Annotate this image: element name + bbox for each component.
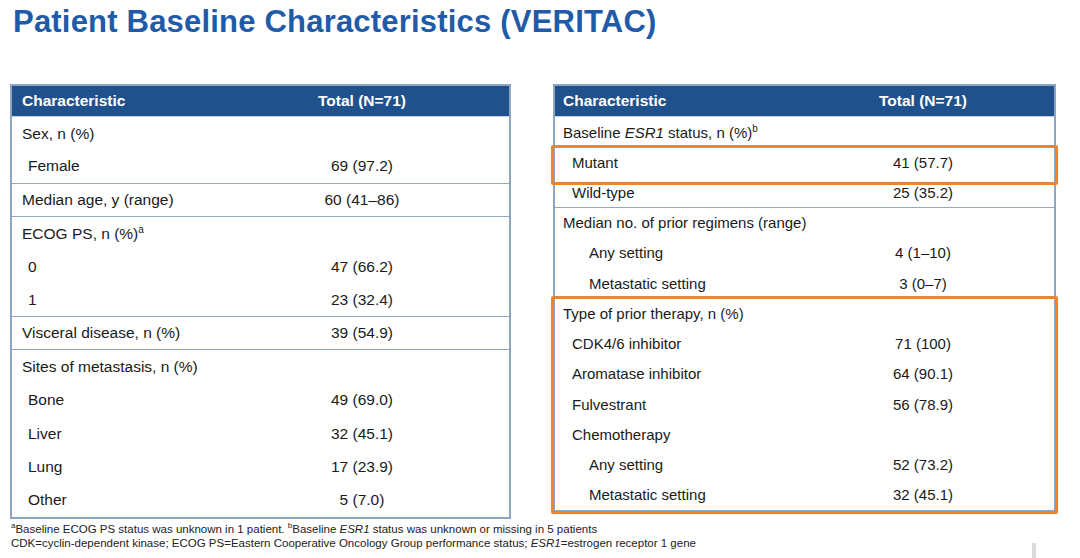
row-label: Chemotherapy <box>555 426 798 443</box>
baseline-table-left: Characteristic Total (N=71) Sex, n (%) F… <box>10 84 511 519</box>
gene-name: ESR1 <box>531 537 561 549</box>
column-header-total: Total (N=71) <box>798 92 1048 110</box>
row-label: Any setting <box>555 244 798 261</box>
row-label: CDK4/6 inhibitor <box>555 335 798 352</box>
row-value: 5 (7.0) <box>237 491 487 509</box>
table-row: Any setting 52 (73.2) <box>555 449 1054 479</box>
table-row: Visceral disease, n (%) 39 (54.9) <box>12 317 509 350</box>
row-value: 17 (23.9) <box>237 458 487 476</box>
row-value: 71 (100) <box>798 335 1048 352</box>
column-header-characteristic: Characteristic <box>12 92 237 110</box>
row-label: Visceral disease, n (%) <box>12 324 237 342</box>
row-label: Liver <box>12 425 237 443</box>
column-header-total: Total (N=71) <box>237 92 487 110</box>
table-header: Characteristic Total (N=71) <box>555 86 1054 117</box>
row-value: 47 (66.2) <box>237 258 487 276</box>
table-row: Sites of metastasis, n (%) <box>12 350 509 383</box>
baseline-table-right: Characteristic Total (N=71) Baseline ESR… <box>553 84 1056 512</box>
row-label: Sites of metastasis, n (%) <box>12 358 237 376</box>
table-row: Median no. of prior regimens (range) <box>555 208 1054 238</box>
table-row: Median age, y (range) 60 (41–86) <box>12 184 509 217</box>
row-label: Type of prior therapy, n (%) <box>555 305 798 322</box>
table-row: Type of prior therapy, n (%) <box>555 298 1054 328</box>
table-row: Mutant 41 (57.7) <box>555 147 1054 177</box>
table-header: Characteristic Total (N=71) <box>12 86 509 117</box>
row-value: 23 (32.4) <box>237 291 487 309</box>
row-value: 56 (78.9) <box>798 396 1048 413</box>
table-row: Wild-type 25 (35.2) <box>555 177 1054 207</box>
row-label: Fulvestrant <box>555 396 798 413</box>
row-label: Female <box>12 157 237 175</box>
row-label: Mutant <box>555 154 798 171</box>
table-row: ECOG PS, n (%)a <box>12 217 509 250</box>
footnote-2: CDK=cyclin-dependent kinase; ECOG PS=Eas… <box>11 536 696 550</box>
table-row: 1 23 (32.4) <box>12 284 509 317</box>
row-value: 52 (73.2) <box>798 456 1048 473</box>
row-label: 1 <box>12 291 237 309</box>
table-row: Other 5 (7.0) <box>12 484 509 517</box>
row-label: Metastatic setting <box>555 486 798 503</box>
table-row: CDK4/6 inhibitor 71 (100) <box>555 329 1054 359</box>
table-row: Bone 49 (69.0) <box>12 384 509 417</box>
row-label: Median no. of prior regimens (range) <box>555 214 806 231</box>
row-value: 32 (45.1) <box>798 486 1048 503</box>
row-value: 25 (35.2) <box>798 184 1048 201</box>
gene-name: ESR1 <box>340 523 370 535</box>
table-row: Sex, n (%) <box>12 117 509 150</box>
table-row: Lung 17 (23.9) <box>12 450 509 483</box>
row-label: Metastatic setting <box>555 275 798 292</box>
table-row: Liver 32 (45.1) <box>12 417 509 450</box>
scrollbar-fragment <box>1032 543 1036 558</box>
footnote-1: aBaseline ECOG PS status was unknown in … <box>11 522 597 536</box>
row-value: 39 (54.9) <box>237 324 487 342</box>
footnote-marker: b <box>752 123 758 134</box>
gene-name: ESR1 <box>625 124 664 141</box>
table-row: Female 69 (97.2) <box>12 150 509 183</box>
row-value: 41 (57.7) <box>798 154 1048 171</box>
row-label: Wild-type <box>555 184 798 201</box>
row-value: 32 (45.1) <box>237 425 487 443</box>
table-row: Aromatase inhibitor 64 (90.1) <box>555 359 1054 389</box>
row-value: 4 (1–10) <box>798 244 1048 261</box>
row-label: ECOG PS, n (%)a <box>12 225 237 243</box>
table-row: Any setting 4 (1–10) <box>555 238 1054 268</box>
table-row: 0 47 (66.2) <box>12 250 509 283</box>
row-label: Lung <box>12 458 237 476</box>
row-value: 3 (0–7) <box>798 275 1048 292</box>
row-value: 69 (97.2) <box>237 157 487 175</box>
table-row: Metastatic setting 32 (45.1) <box>555 480 1054 510</box>
row-label: 0 <box>12 258 237 276</box>
row-label: Median age, y (range) <box>12 191 237 209</box>
table-row: Chemotherapy <box>555 419 1054 449</box>
row-label: Aromatase inhibitor <box>555 365 798 382</box>
table-row: Metastatic setting 3 (0–7) <box>555 268 1054 298</box>
page-title: Patient Baseline Characteristics (VERITA… <box>13 4 657 40</box>
row-label: Other <box>12 491 237 509</box>
table-row: Baseline ESR1 status, n (%)b <box>555 117 1054 147</box>
footnote-marker: a <box>138 223 144 234</box>
table-row: Fulvestrant 56 (78.9) <box>555 389 1054 419</box>
row-value: 49 (69.0) <box>237 391 487 409</box>
row-value: 64 (90.1) <box>798 365 1048 382</box>
row-label: Baseline ESR1 status, n (%)b <box>555 124 798 141</box>
row-label: Sex, n (%) <box>12 125 237 143</box>
row-label: Any setting <box>555 456 798 473</box>
column-header-characteristic: Characteristic <box>555 92 798 110</box>
row-label: Bone <box>12 391 237 409</box>
row-value: 60 (41–86) <box>237 191 487 209</box>
